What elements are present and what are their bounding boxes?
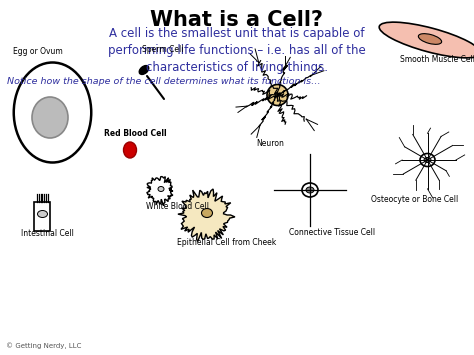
Bar — [35, 202, 51, 231]
Ellipse shape — [267, 84, 288, 105]
Text: Smooth Muscle Cell: Smooth Muscle Cell — [400, 55, 474, 65]
Text: Egg or Ovum: Egg or Ovum — [13, 48, 63, 56]
Text: White Blood Cell: White Blood Cell — [146, 202, 209, 211]
Text: Connective Tissue Cell: Connective Tissue Cell — [289, 228, 375, 237]
Text: Notice how the shape of the cell determines what its function is…: Notice how the shape of the cell determi… — [8, 77, 321, 87]
Ellipse shape — [306, 187, 314, 193]
Polygon shape — [178, 189, 235, 241]
Polygon shape — [146, 176, 173, 206]
Text: Epithelial Cell from Cheek: Epithelial Cell from Cheek — [177, 238, 277, 247]
Text: Red Blood Cell: Red Blood Cell — [104, 129, 167, 138]
Text: Neuron: Neuron — [256, 139, 284, 148]
Ellipse shape — [379, 22, 474, 58]
Ellipse shape — [32, 97, 68, 138]
Text: © Getting Nerdy, LLC: © Getting Nerdy, LLC — [6, 342, 82, 349]
Text: Sperm Cell: Sperm Cell — [143, 45, 184, 54]
Ellipse shape — [158, 186, 164, 191]
Text: performing life functions – i.e. has all of the: performing life functions – i.e. has all… — [108, 44, 366, 57]
Ellipse shape — [419, 34, 442, 44]
Ellipse shape — [424, 158, 431, 163]
Text: A cell is the smallest unit that is capable of: A cell is the smallest unit that is capa… — [109, 27, 365, 40]
Text: What is a Cell?: What is a Cell? — [151, 10, 323, 30]
Text: characteristics of living things.: characteristics of living things. — [146, 60, 328, 73]
Text: Osteocyte or Bone Cell: Osteocyte or Bone Cell — [371, 196, 459, 204]
Ellipse shape — [37, 211, 47, 218]
Text: Intestinal Cell: Intestinal Cell — [21, 229, 74, 238]
Ellipse shape — [201, 208, 212, 218]
Ellipse shape — [139, 66, 149, 75]
Ellipse shape — [124, 142, 137, 158]
